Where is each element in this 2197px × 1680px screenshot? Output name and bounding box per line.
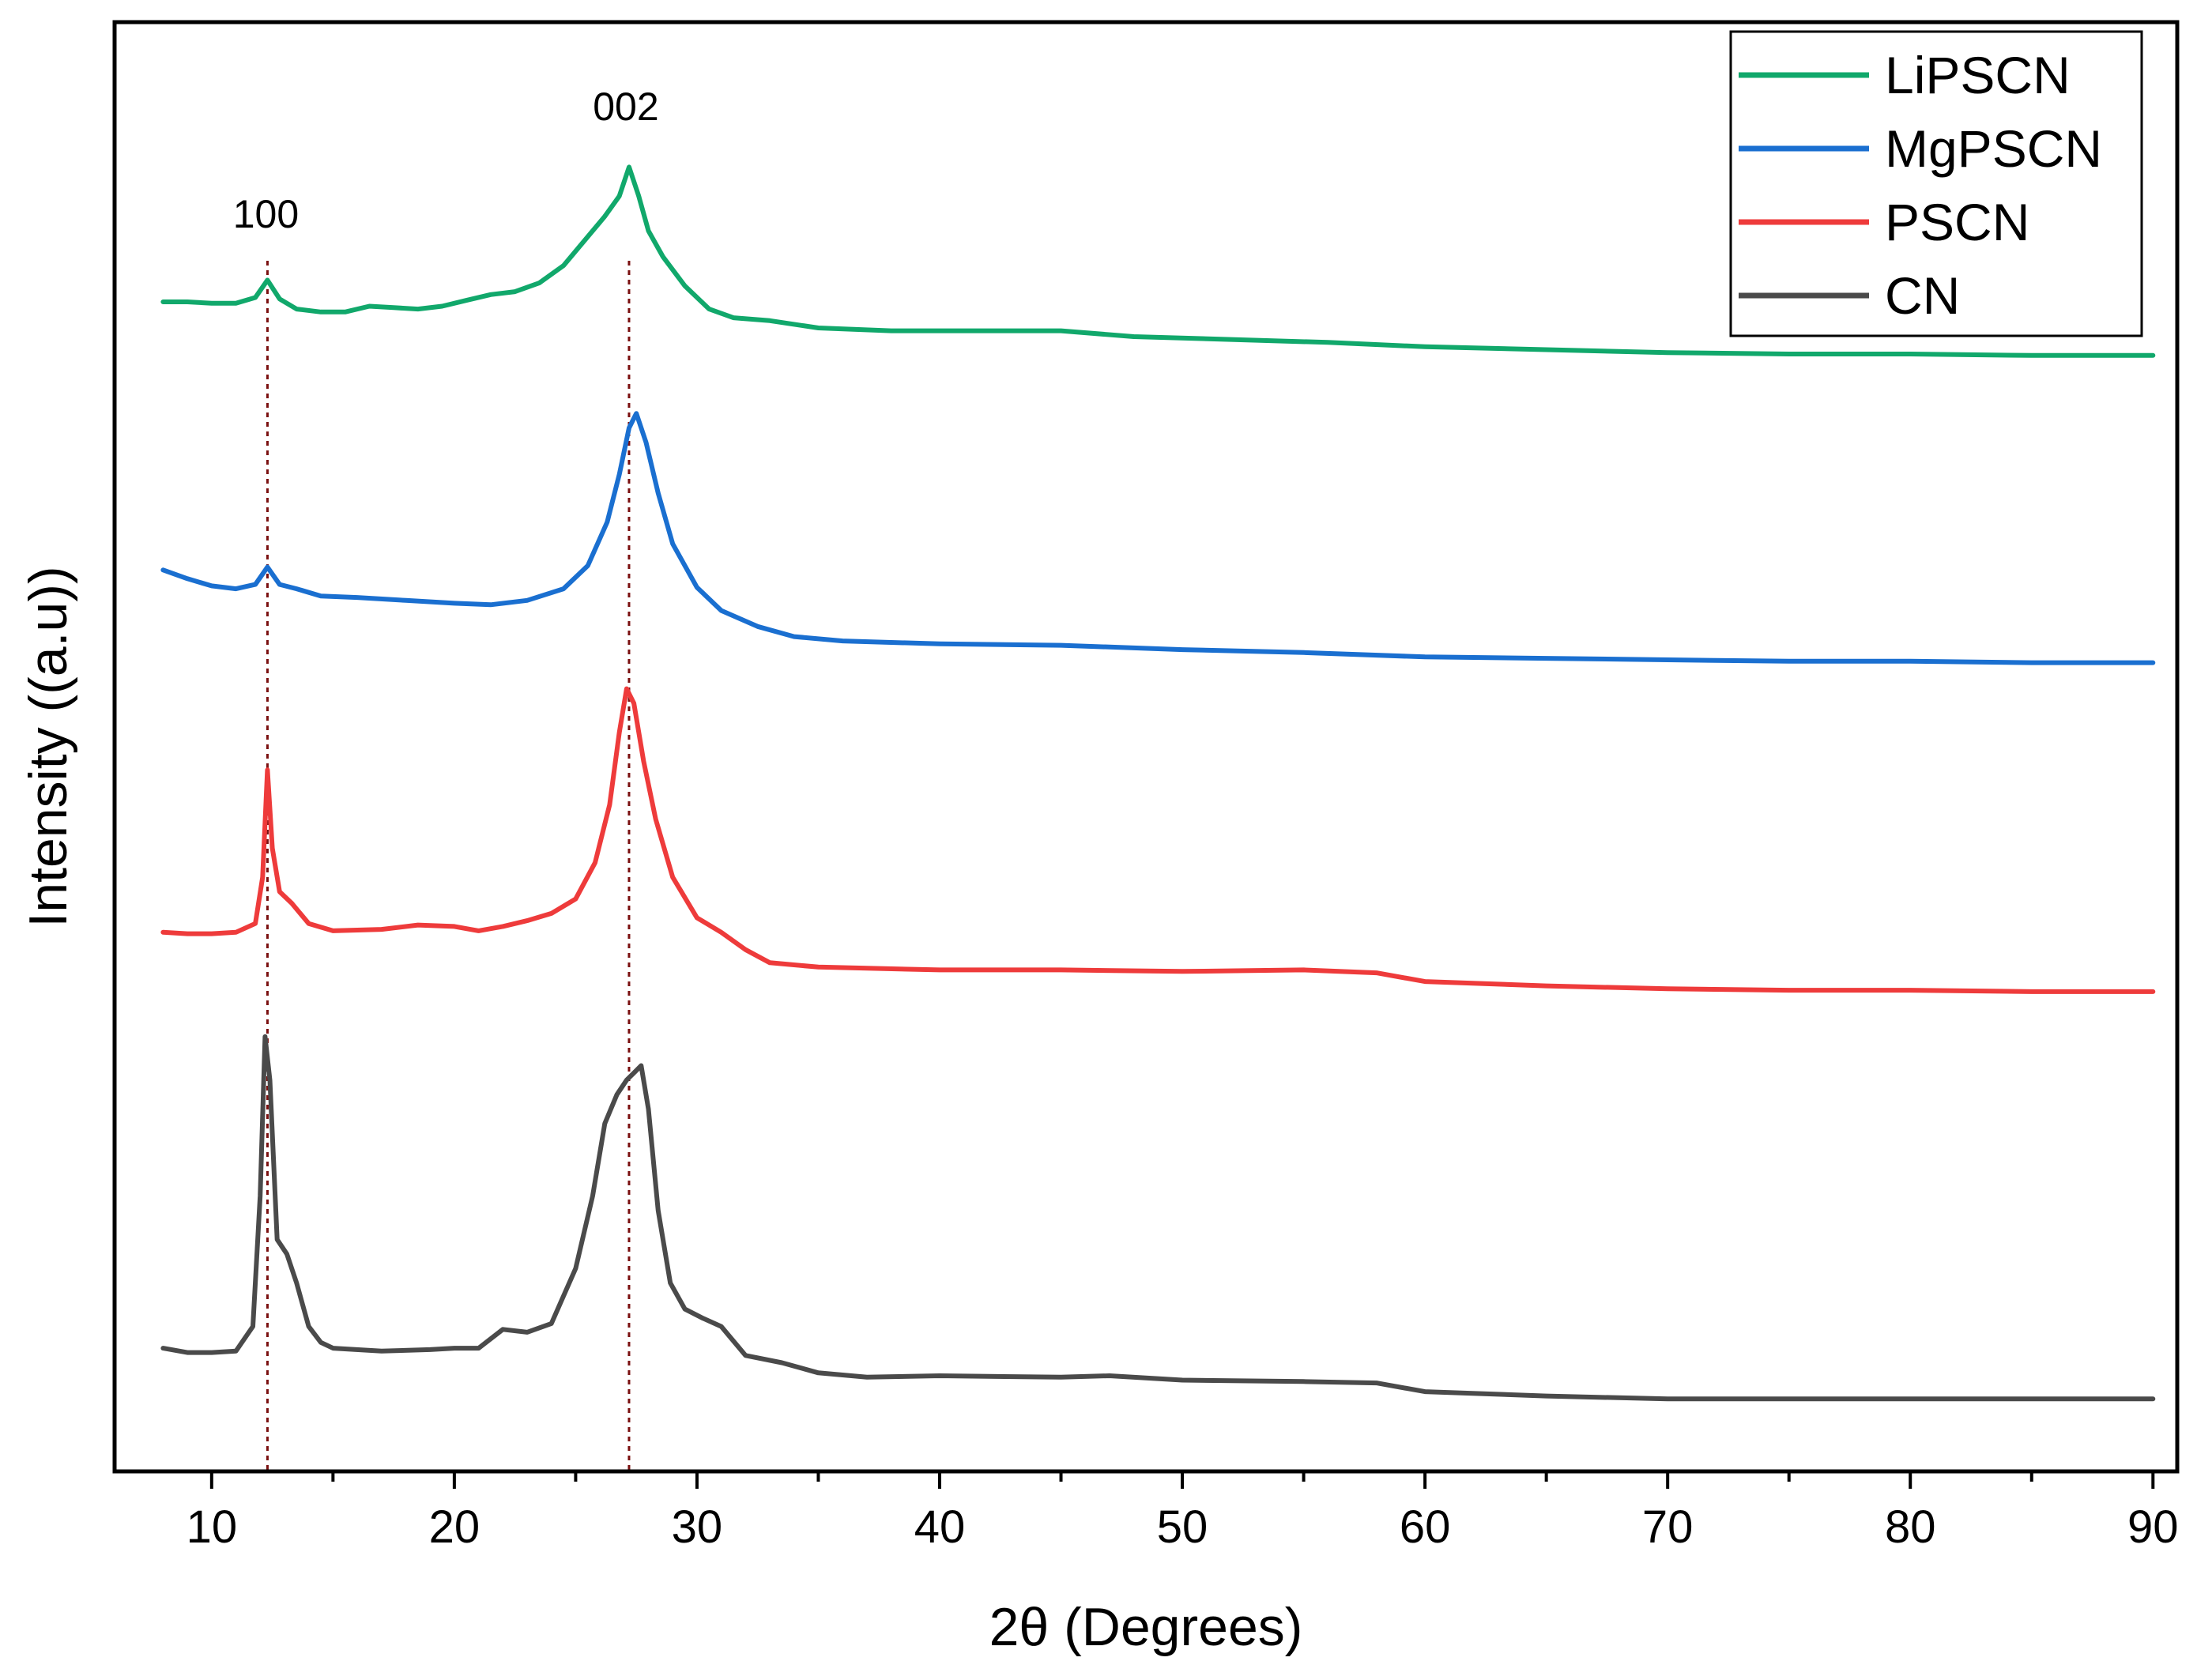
x-axis-ticks: 10 20 30 40 50 60 70 80 90 (187, 1471, 2179, 1553)
y-axis-title: Intensity ((a.u)) (18, 566, 78, 927)
x-tick-label: 30 (672, 1501, 723, 1553)
plot-frame (112, 20, 2180, 1474)
series-line-pscn (160, 686, 2156, 994)
series-line-mgpscn (160, 411, 2156, 665)
legend-label-pscn: PSCN (1885, 193, 2029, 251)
peak-label-002: 002 (593, 85, 658, 129)
x-tick-label: 60 (1400, 1501, 1451, 1553)
series-line-lipscn (160, 164, 2156, 358)
x-tick-label: 70 (1642, 1501, 1694, 1553)
x-axis-title: 2θ (Degrees) (989, 1597, 1303, 1657)
series-lines (160, 164, 2156, 1402)
reference-lines (266, 261, 631, 1471)
peak-labels: 100 002 (233, 85, 659, 236)
x-tick-label: 40 (914, 1501, 966, 1553)
legend: LiPSCN MgPSCN PSCN CN (1729, 30, 2143, 337)
legend-label-lipscn: LiPSCN (1885, 46, 2071, 104)
x-tick-label: 80 (1885, 1501, 1936, 1553)
legend-label-mgpscn: MgPSCN (1885, 119, 2102, 178)
x-tick-label: 90 (2127, 1501, 2179, 1553)
x-tick-label: 20 (429, 1501, 480, 1553)
x-tick-label: 50 (1157, 1501, 1208, 1553)
legend-label-cn: CN (1885, 266, 1960, 325)
legend-box (1729, 30, 2143, 337)
series-line-cn (160, 1034, 2156, 1402)
x-tick-label: 10 (187, 1501, 238, 1553)
peak-label-100: 100 (233, 192, 299, 236)
